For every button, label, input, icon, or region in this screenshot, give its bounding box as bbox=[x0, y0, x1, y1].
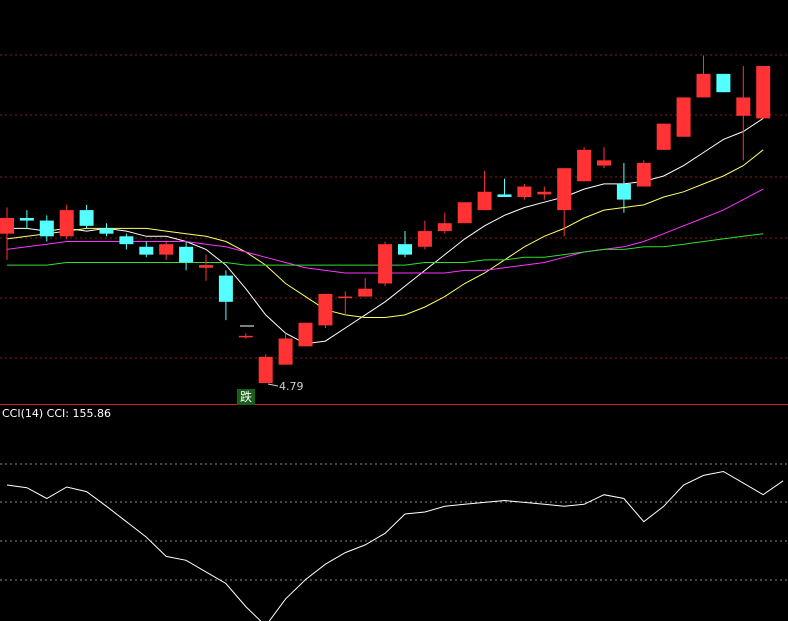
candlestick bbox=[557, 168, 572, 237]
candle-body bbox=[497, 194, 512, 197]
candle-body bbox=[199, 265, 213, 268]
candlestick bbox=[696, 55, 711, 98]
candle-body bbox=[318, 293, 333, 326]
candlestick bbox=[398, 231, 412, 258]
candle-body bbox=[597, 160, 611, 166]
candle-body bbox=[656, 123, 671, 150]
candle-body bbox=[696, 73, 711, 98]
candle-body bbox=[19, 217, 34, 221]
candlestick bbox=[39, 215, 54, 242]
candlestick bbox=[278, 333, 293, 365]
candle-body bbox=[59, 210, 74, 237]
candlestick bbox=[199, 254, 213, 281]
candlestick bbox=[318, 293, 333, 328]
low-price-annotation: 4.79 bbox=[279, 380, 304, 393]
candle-body bbox=[756, 66, 771, 119]
candle-body bbox=[398, 244, 412, 255]
candle-body bbox=[119, 236, 134, 245]
candle-body bbox=[378, 244, 393, 284]
candle-body bbox=[0, 217, 14, 234]
candle-body bbox=[358, 288, 373, 297]
cci-line bbox=[6, 470, 784, 621]
candle-body bbox=[676, 97, 691, 137]
candlestick bbox=[19, 210, 34, 229]
candle-body bbox=[716, 73, 731, 93]
candlestick bbox=[577, 147, 592, 182]
cci-panel bbox=[0, 463, 788, 621]
ma-line-1 bbox=[7, 117, 764, 345]
candlestick bbox=[378, 241, 393, 287]
candlestick bbox=[358, 278, 373, 297]
candlesticks bbox=[0, 55, 771, 384]
candle-body bbox=[298, 322, 313, 347]
candlestick bbox=[597, 147, 611, 169]
cci-indicator-label: CCI(14) CCI: 155.86 bbox=[2, 407, 111, 420]
candle-body bbox=[477, 191, 492, 211]
candlestick bbox=[238, 333, 253, 339]
candlestick bbox=[616, 162, 631, 213]
candle-body bbox=[39, 220, 54, 237]
candlestick bbox=[517, 183, 532, 200]
candle-body bbox=[159, 244, 174, 255]
candle-body bbox=[218, 275, 233, 302]
candlestick bbox=[0, 207, 14, 260]
candlestick bbox=[437, 212, 452, 234]
candle-body bbox=[79, 210, 94, 226]
candle-body bbox=[537, 191, 552, 195]
candlestick bbox=[656, 123, 671, 150]
candlestick bbox=[119, 233, 134, 250]
candle-body bbox=[437, 223, 452, 232]
candle-body bbox=[278, 338, 293, 365]
candlestick bbox=[756, 66, 771, 119]
candlestick bbox=[477, 170, 492, 211]
candlestick bbox=[417, 220, 432, 250]
candlestick bbox=[179, 241, 194, 271]
candlestick bbox=[497, 178, 512, 197]
candle-body bbox=[736, 97, 751, 116]
candlestick bbox=[79, 204, 94, 229]
candlestick bbox=[99, 223, 114, 237]
candlestick bbox=[457, 202, 472, 224]
candlestick bbox=[218, 270, 233, 321]
candlestick bbox=[676, 97, 691, 137]
candle-body bbox=[258, 356, 273, 384]
candlestick bbox=[338, 291, 353, 315]
candle-body bbox=[517, 186, 532, 197]
moving-average-lines bbox=[6, 117, 764, 345]
candlestick bbox=[59, 204, 74, 239]
candle-body bbox=[99, 228, 114, 234]
candlestick bbox=[159, 241, 174, 260]
candle-body bbox=[636, 162, 651, 187]
candlestick bbox=[736, 66, 751, 161]
candle-body bbox=[179, 246, 194, 263]
candlestick bbox=[139, 241, 154, 258]
low-pointer bbox=[267, 383, 279, 387]
annotations bbox=[240, 325, 279, 387]
ma-line-2 bbox=[6, 149, 764, 318]
candlestick bbox=[258, 354, 273, 384]
candle-body bbox=[338, 296, 353, 299]
candle-body bbox=[139, 246, 154, 255]
candle-body bbox=[417, 231, 432, 247]
candlestick bbox=[716, 73, 731, 93]
candle-body bbox=[457, 202, 472, 224]
candlestick bbox=[298, 322, 313, 347]
candle-body bbox=[557, 168, 572, 211]
candle-body bbox=[616, 183, 631, 200]
candlestick bbox=[537, 186, 552, 200]
candle-body bbox=[577, 149, 592, 182]
candle-body bbox=[238, 335, 253, 338]
candlestick bbox=[636, 160, 651, 187]
down-signal-badge: 跌 bbox=[237, 389, 255, 405]
